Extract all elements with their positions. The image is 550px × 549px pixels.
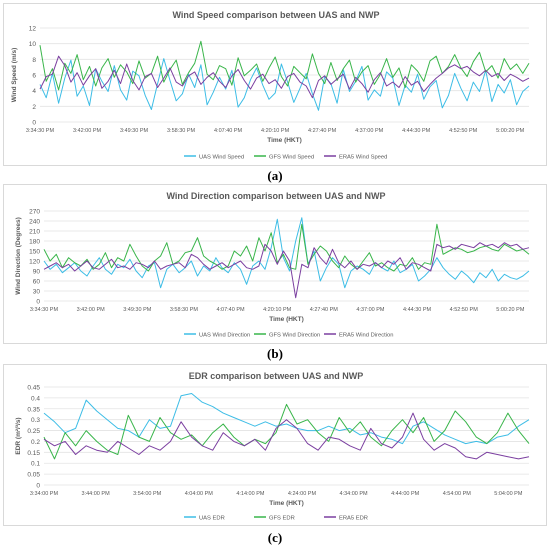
- y-tick-label: 90: [33, 269, 41, 276]
- x-tick-label: 4:14:00 PM: [236, 491, 265, 497]
- x-tick-label: 5:00:20 PM: [496, 128, 525, 134]
- x-tick-label: 3:42:00 PM: [77, 307, 106, 313]
- x-tick-label: 4:34:00 PM: [340, 491, 369, 497]
- edr-chart-panel: EDR comparison between UAS and NWP 0 0.05 0…: [3, 364, 547, 526]
- y-tick-label: 0.25: [27, 428, 40, 435]
- legend-label-era5: ERA5 Wind Speed: [339, 155, 387, 161]
- legend-label-era5: ERA5 EDR: [339, 516, 368, 522]
- y-tick-label: 6: [32, 73, 36, 80]
- x-tick-label: 5:00:20 PM: [496, 307, 525, 313]
- x-tick-label: 4:04:00 PM: [185, 491, 214, 497]
- x-tick-label: 4:20:10 PM: [261, 128, 290, 134]
- legend-label-era5: ERA5 Wind Direction: [339, 333, 393, 339]
- legend-label-uas: UAS Wind Direction: [199, 333, 250, 339]
- y-tick-label: 0.4: [31, 395, 40, 402]
- y-axis-label: EDR (m²/³/s): [15, 417, 22, 454]
- edr-chart: EDR comparison between UAS and NWP 0 0.05 0…: [15, 371, 530, 522]
- y-tick-label: 60: [33, 279, 41, 286]
- x-tick-label: 3:34:00 PM: [30, 491, 59, 497]
- caption-a: (a): [267, 168, 283, 183]
- y-tick-label: 0: [36, 299, 40, 306]
- x-axis-label: Time (HKT): [267, 137, 302, 144]
- y-tick-label: 150: [29, 249, 40, 256]
- x-tick-label: 4:37:00 PM: [355, 128, 384, 134]
- chart-title: Wind Direction comparison between UAS an…: [167, 191, 386, 201]
- wind-speed-chart-panel: Wind Speed comparison between UAS and NW…: [3, 3, 547, 166]
- x-tick-label: 4:07:40 PM: [216, 307, 245, 313]
- x-tick-label: 4:27:40 PM: [310, 307, 339, 313]
- series-line-era5: [39, 55, 530, 99]
- series-line-era5: [43, 412, 530, 460]
- y-tick-label: 0.35: [27, 406, 40, 413]
- y-tick-label: 0.2: [31, 439, 40, 446]
- chart-title: EDR comparison between UAS and NWP: [189, 371, 364, 381]
- x-tick-label: 3:54:00 PM: [133, 491, 162, 497]
- series-line-uas: [43, 217, 530, 289]
- wind-direction-chart: Wind Direction comparison between UAS an…: [15, 191, 530, 339]
- wind-direction-chart-panel: Wind Direction comparison between UAS an…: [3, 184, 547, 344]
- legend-label-uas: UAS EDR: [199, 516, 225, 522]
- y-tick-label: 10: [29, 41, 37, 48]
- caption-b: (b): [267, 346, 283, 361]
- y-tick-label: 0: [32, 120, 36, 127]
- x-tick-label: 4:20:10 PM: [263, 307, 292, 313]
- y-tick-label: 0.45: [27, 385, 40, 392]
- legend-label-gfs: GFS Wind Speed: [269, 155, 314, 161]
- x-tick-label: 3:34:30 PM: [26, 128, 55, 134]
- x-tick-label: 3:49:30 PM: [120, 128, 149, 134]
- series-line-gfs: [39, 40, 530, 91]
- y-tick-label: 0: [36, 483, 40, 490]
- x-axis-label: Time (HKT): [269, 316, 304, 323]
- x-tick-label: 4:37:00 PM: [356, 307, 385, 313]
- wind-speed-chart: Wind Speed comparison between UAS and NW…: [11, 10, 530, 161]
- y-tick-label: 210: [29, 229, 40, 236]
- legend-label-uas: UAS Wind Speed: [199, 155, 244, 161]
- y-tick-label: 180: [29, 239, 40, 246]
- series-line-uas: [39, 58, 530, 111]
- y-tick-label: 0.1: [31, 461, 40, 468]
- y-tick-label: 240: [29, 219, 40, 226]
- y-tick-label: 0.3: [31, 417, 40, 424]
- y-tick-label: 0.05: [27, 472, 40, 479]
- caption-c: (c): [267, 530, 283, 545]
- x-tick-label: 4:52:50 PM: [450, 307, 479, 313]
- y-tick-label: 8: [32, 57, 36, 64]
- x-tick-label: 4:07:40 PM: [214, 128, 243, 134]
- y-tick-label: 270: [29, 209, 40, 216]
- series-line-gfs: [43, 403, 530, 460]
- y-axis-label: Wind Direction (Degrees): [15, 217, 22, 295]
- x-tick-label: 4:52:50 PM: [449, 128, 478, 134]
- y-tick-label: 4: [32, 88, 36, 95]
- series-line-era5: [43, 242, 530, 299]
- legend-label-gfs: GFS Wind Direction: [269, 333, 320, 339]
- chart-title: Wind Speed comparison between UAS and NW…: [173, 10, 380, 20]
- y-tick-label: 2: [32, 104, 36, 111]
- y-tick-label: 0.15: [27, 450, 40, 457]
- x-tick-label: 5:04:00 PM: [494, 491, 523, 497]
- y-tick-label: 30: [33, 289, 41, 296]
- x-tick-label: 4:27:40 PM: [308, 128, 337, 134]
- x-tick-label: 3:58:30 PM: [170, 307, 199, 313]
- legend-label-gfs: GFS EDR: [269, 516, 295, 522]
- y-axis-label: Wind Speed (m/s): [11, 48, 18, 102]
- x-tick-label: 3:58:30 PM: [167, 128, 196, 134]
- x-axis-label: Time (HKT): [269, 500, 304, 507]
- x-tick-label: 3:42:00 PM: [73, 128, 102, 134]
- y-tick-label: 12: [29, 26, 37, 33]
- x-tick-label: 3:44:00 PM: [82, 491, 111, 497]
- y-tick-label: 120: [29, 259, 40, 266]
- x-tick-label: 4:54:00 PM: [443, 491, 472, 497]
- x-tick-label: 4:44:00 PM: [391, 491, 420, 497]
- x-tick-label: 3:34:30 PM: [30, 307, 59, 313]
- x-tick-label: 4:44:30 PM: [403, 307, 432, 313]
- series-line-gfs: [43, 223, 530, 272]
- x-tick-label: 4:24:00 PM: [288, 491, 317, 497]
- x-tick-label: 4:44:30 PM: [402, 128, 431, 134]
- x-tick-label: 3:49:30 PM: [123, 307, 152, 313]
- series-line-uas: [43, 393, 530, 445]
